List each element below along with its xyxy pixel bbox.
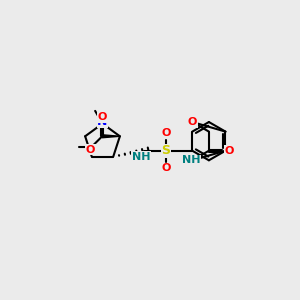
Text: O: O: [161, 164, 170, 173]
Text: O: O: [161, 128, 170, 138]
Text: NH: NH: [131, 152, 150, 162]
Polygon shape: [102, 135, 120, 138]
Text: O: O: [85, 145, 95, 154]
Text: S: S: [161, 144, 170, 157]
Text: O: O: [225, 146, 234, 156]
Text: O: O: [98, 112, 107, 122]
Text: N: N: [97, 115, 108, 128]
Text: NH: NH: [182, 155, 200, 165]
Text: O: O: [188, 117, 197, 127]
